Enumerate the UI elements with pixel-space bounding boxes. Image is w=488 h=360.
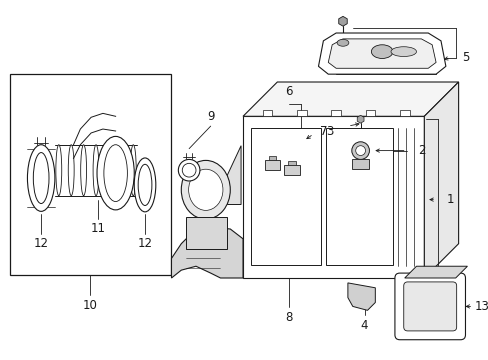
- Ellipse shape: [68, 145, 74, 196]
- Bar: [268, 157, 276, 161]
- Ellipse shape: [56, 145, 61, 196]
- Ellipse shape: [181, 161, 230, 219]
- FancyBboxPatch shape: [394, 273, 465, 340]
- Bar: [296, 111, 306, 116]
- Ellipse shape: [182, 163, 196, 177]
- Ellipse shape: [130, 145, 136, 196]
- Polygon shape: [227, 146, 241, 204]
- Ellipse shape: [27, 145, 55, 211]
- Ellipse shape: [336, 39, 348, 46]
- Text: 9: 9: [206, 110, 214, 123]
- Text: 12: 12: [137, 237, 152, 250]
- Bar: [262, 111, 272, 116]
- Bar: [243, 116, 424, 278]
- Ellipse shape: [103, 145, 127, 202]
- Polygon shape: [327, 39, 435, 68]
- Polygon shape: [171, 227, 243, 278]
- Text: 6: 6: [285, 85, 292, 98]
- Bar: [186, 217, 227, 249]
- Ellipse shape: [81, 145, 86, 196]
- Bar: [351, 159, 369, 169]
- FancyBboxPatch shape: [403, 282, 456, 331]
- Polygon shape: [338, 16, 346, 26]
- Bar: [365, 111, 375, 116]
- Polygon shape: [424, 82, 458, 278]
- Bar: [399, 111, 409, 116]
- Text: 7: 7: [319, 125, 326, 138]
- Text: 4: 4: [360, 319, 367, 332]
- Ellipse shape: [118, 145, 123, 196]
- Ellipse shape: [178, 159, 200, 181]
- Text: 1: 1: [446, 193, 454, 206]
- Ellipse shape: [351, 142, 369, 159]
- Polygon shape: [318, 33, 445, 74]
- Text: 5: 5: [461, 51, 468, 64]
- Ellipse shape: [355, 146, 365, 156]
- Ellipse shape: [188, 169, 223, 210]
- Polygon shape: [243, 82, 458, 116]
- Bar: [264, 161, 280, 170]
- Ellipse shape: [93, 145, 99, 196]
- Ellipse shape: [371, 45, 392, 58]
- Bar: [284, 165, 299, 175]
- Ellipse shape: [105, 145, 111, 196]
- Text: 13: 13: [473, 300, 488, 313]
- Ellipse shape: [138, 164, 152, 206]
- Text: 8: 8: [285, 311, 292, 324]
- Polygon shape: [357, 115, 363, 123]
- Bar: [287, 161, 295, 165]
- Text: 3: 3: [326, 125, 333, 138]
- Text: 10: 10: [82, 299, 98, 312]
- Ellipse shape: [97, 136, 134, 210]
- Ellipse shape: [33, 153, 49, 203]
- Bar: [330, 111, 340, 116]
- Polygon shape: [347, 283, 375, 310]
- Bar: [325, 128, 392, 265]
- Polygon shape: [404, 266, 467, 278]
- Text: 2: 2: [417, 144, 424, 157]
- Bar: [10, 74, 171, 275]
- Ellipse shape: [390, 47, 416, 57]
- Text: 11: 11: [90, 222, 105, 235]
- Text: 12: 12: [34, 237, 49, 250]
- Ellipse shape: [134, 158, 156, 212]
- Bar: [250, 128, 321, 265]
